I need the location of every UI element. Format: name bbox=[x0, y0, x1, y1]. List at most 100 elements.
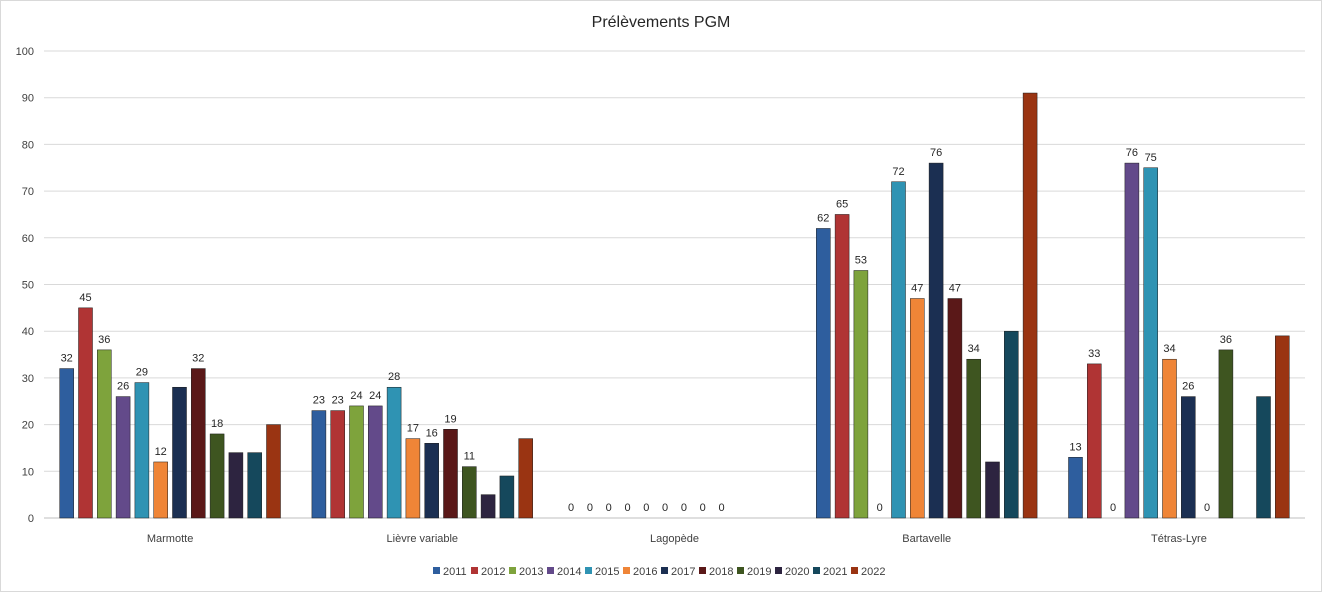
legend-swatch bbox=[775, 567, 782, 574]
bar bbox=[928, 162, 944, 519]
data-label: 12 bbox=[155, 446, 167, 458]
legend-label: 2011 bbox=[443, 566, 467, 578]
legend: 2011 2012 2013 2014 2015 2016 2017 2018 2019 2020… bbox=[433, 566, 885, 578]
y-tick-label: 60 bbox=[22, 233, 34, 245]
legend-swatch bbox=[547, 567, 554, 574]
bar bbox=[1124, 162, 1140, 519]
y-tick-label: 20 bbox=[22, 420, 34, 432]
chart-title: Prélèvements PGM bbox=[591, 14, 731, 31]
bar bbox=[518, 438, 533, 519]
data-label: 36 bbox=[98, 334, 110, 346]
bar bbox=[330, 410, 345, 519]
data-label: 53 bbox=[855, 254, 867, 266]
data-label: 62 bbox=[817, 212, 829, 224]
data-label: 34 bbox=[968, 343, 980, 355]
data-label: 33 bbox=[1088, 348, 1100, 360]
legend-swatch bbox=[699, 567, 706, 574]
data-label: 0 bbox=[700, 502, 706, 514]
legend-label: 2018 bbox=[709, 566, 733, 578]
legend-label: 2022 bbox=[861, 566, 885, 578]
legend-swatch bbox=[509, 567, 516, 574]
data-label: 17 bbox=[407, 423, 419, 435]
bar bbox=[966, 358, 981, 519]
data-label: 13 bbox=[1069, 441, 1081, 453]
y-tick-label: 70 bbox=[22, 186, 34, 198]
x-tick-label: Tétras-Lyre bbox=[1151, 533, 1207, 545]
legend-swatch bbox=[661, 567, 668, 574]
data-label: 45 bbox=[79, 292, 91, 304]
legend-swatch bbox=[471, 567, 478, 574]
data-label: 0 bbox=[1110, 502, 1116, 514]
bar bbox=[1004, 330, 1019, 519]
data-label: 0 bbox=[1204, 502, 1210, 514]
bar bbox=[1256, 396, 1271, 519]
data-label: 32 bbox=[192, 353, 204, 365]
data-label: 26 bbox=[117, 381, 129, 393]
bar bbox=[1087, 363, 1102, 519]
data-label: 0 bbox=[624, 502, 630, 514]
bar bbox=[247, 452, 262, 519]
y-axis-ticks: 0 10 20 30 40 50 60 70 80 90 100 bbox=[16, 46, 34, 525]
x-tick-label: Marmotte bbox=[147, 533, 193, 545]
bars bbox=[59, 92, 1290, 519]
legend-label: 2016 bbox=[633, 566, 657, 578]
legend-label: 2014 bbox=[557, 566, 581, 578]
data-label: 16 bbox=[426, 427, 438, 439]
data-label: 28 bbox=[388, 371, 400, 383]
y-tick-label: 100 bbox=[16, 46, 34, 58]
legend-swatch bbox=[813, 567, 820, 574]
data-label: 76 bbox=[1126, 147, 1138, 159]
data-label: 32 bbox=[61, 353, 73, 365]
data-label: 34 bbox=[1163, 343, 1175, 355]
data-label: 18 bbox=[211, 418, 223, 430]
data-label: 24 bbox=[369, 390, 381, 402]
bar bbox=[386, 386, 402, 519]
y-tick-label: 30 bbox=[22, 373, 34, 385]
bar bbox=[172, 386, 187, 519]
bar bbox=[480, 494, 496, 519]
bar bbox=[1218, 349, 1234, 519]
data-label: 0 bbox=[587, 502, 593, 514]
data-label: 24 bbox=[350, 390, 362, 402]
legend-label: 2012 bbox=[481, 566, 505, 578]
legend-swatch bbox=[623, 567, 630, 574]
bar bbox=[153, 461, 168, 519]
x-axis-categories: Marmotte Lièvre variable Lagopède Bartavell… bbox=[147, 533, 1207, 545]
bar bbox=[191, 368, 206, 519]
data-label: 11 bbox=[464, 451, 475, 463]
bar bbox=[59, 368, 74, 519]
x-tick-label: Bartavelle bbox=[902, 533, 951, 545]
legend-label: 2015 bbox=[595, 566, 619, 578]
bar bbox=[1068, 457, 1083, 519]
data-label: 0 bbox=[568, 502, 574, 514]
data-label: 76 bbox=[930, 147, 942, 159]
gridlines bbox=[44, 50, 1305, 519]
data-label: 0 bbox=[681, 502, 687, 514]
legend-swatch bbox=[851, 567, 858, 574]
data-label: 0 bbox=[662, 502, 668, 514]
data-label: 72 bbox=[892, 166, 904, 178]
bar bbox=[910, 298, 925, 519]
legend-swatch bbox=[433, 567, 440, 574]
legend-swatch bbox=[737, 567, 744, 574]
data-label: 23 bbox=[332, 395, 344, 407]
data-label: 0 bbox=[877, 502, 883, 514]
legend-label: 2021 bbox=[823, 566, 847, 578]
data-label: 47 bbox=[911, 283, 923, 295]
bar bbox=[834, 214, 850, 519]
bar bbox=[349, 405, 364, 519]
bar bbox=[443, 429, 458, 519]
data-label: 75 bbox=[1145, 152, 1157, 164]
bar bbox=[853, 270, 869, 519]
bar bbox=[816, 228, 831, 519]
data-label: 47 bbox=[949, 283, 961, 295]
y-tick-label: 40 bbox=[22, 326, 34, 338]
bar bbox=[1162, 358, 1177, 519]
bar bbox=[78, 307, 93, 519]
bar bbox=[499, 475, 515, 519]
data-label: 23 bbox=[313, 395, 325, 407]
x-tick-label: Lagopède bbox=[650, 533, 699, 545]
bar bbox=[266, 424, 281, 519]
legend-swatch bbox=[585, 567, 592, 574]
